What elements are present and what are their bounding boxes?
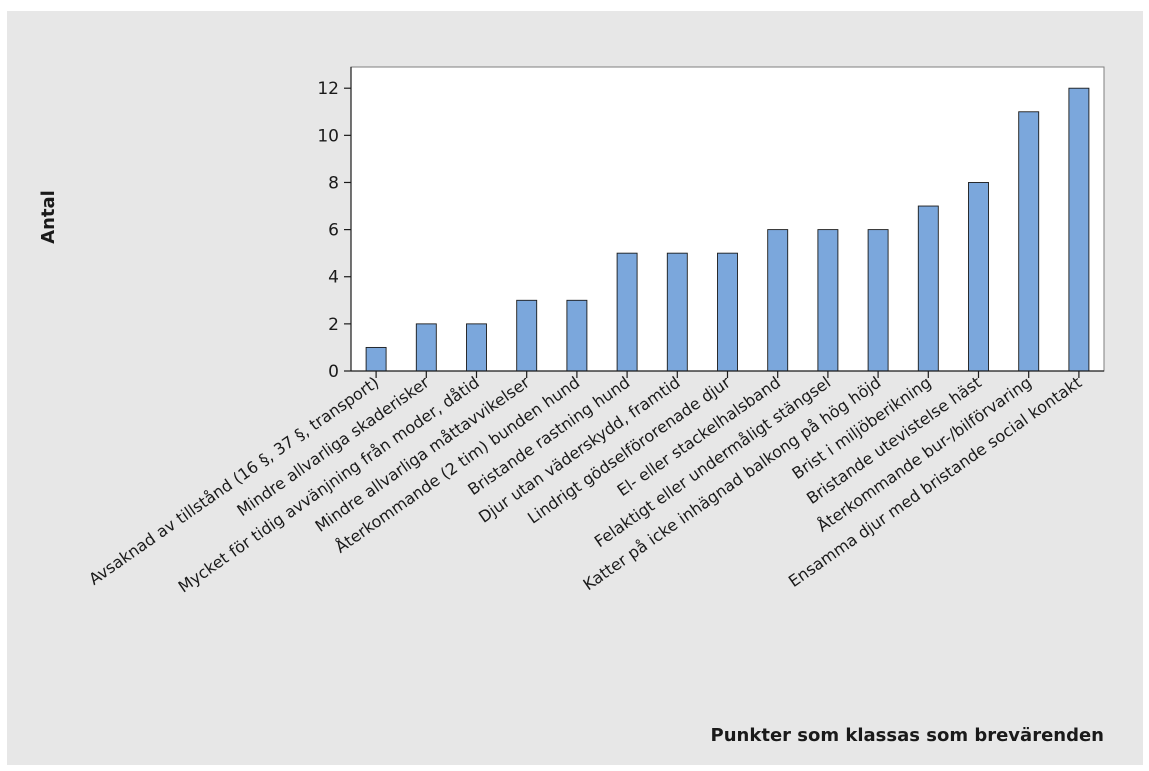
bar [365,346,387,372]
bar [1068,87,1090,372]
y-tick-label: 10 [317,126,339,146]
y-tick-label: 0 [328,362,339,382]
chart-container: 0 2 4 6 8 10 12 Avsaknad av tillstånd (16 §, 3… [7,11,1143,765]
y-tick-label: 2 [328,315,339,335]
bar [1018,111,1040,372]
bar [917,205,939,372]
bar-chart: 0 2 4 6 8 10 12 Avsaknad av tillstånd (16 §, 3… [38,66,1105,746]
y-tick-label: 12 [317,79,339,99]
bar [717,252,738,372]
y-axis-title: Antal [38,190,59,244]
x-ticks-group: Avsaknad av tillstånd (16 §, 37 §, trans… [85,371,1085,596]
bar [516,299,538,372]
y-tick-label: 4 [328,268,339,288]
bar [968,182,989,372]
x-axis-title: Punkter som klassas som brevärenden [711,725,1104,746]
bar [466,323,487,372]
bars-group [365,87,1090,372]
bar [666,252,688,372]
bar [415,323,437,372]
y-tick-label: 6 [328,221,339,241]
bar [817,229,839,372]
bar [767,229,789,372]
bar [867,229,889,372]
y-ticks-group: 0 2 4 6 8 10 12 [317,79,351,382]
bar [566,299,588,372]
bar [616,252,638,372]
y-tick-label: 8 [328,173,339,193]
